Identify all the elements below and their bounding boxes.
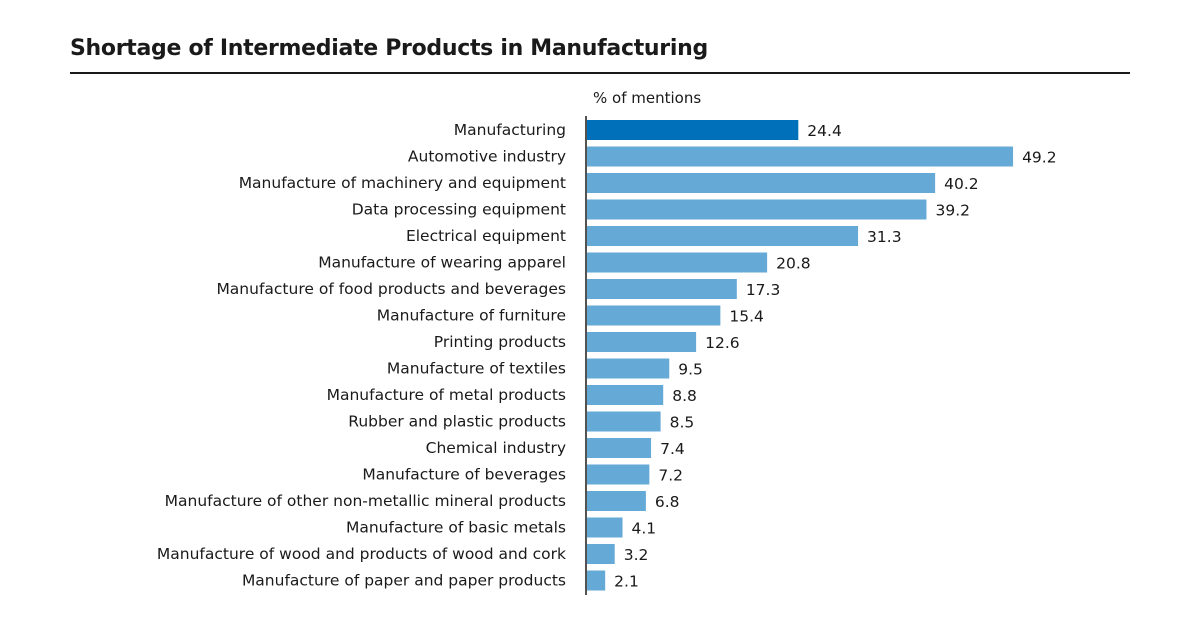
value-label: 3.2: [624, 546, 649, 564]
category-label: Automotive industry: [408, 148, 566, 166]
category-label: Manufacture of other non-metallic minera…: [165, 492, 566, 510]
value-label: 39.2: [935, 202, 970, 220]
value-label: 2.1: [614, 573, 639, 591]
value-label: 20.8: [776, 255, 811, 273]
bar: [587, 517, 623, 538]
category-label: Manufacture of textiles: [387, 360, 566, 378]
bar: [587, 411, 661, 432]
title-rule: [70, 72, 1130, 74]
bar: [587, 173, 936, 193]
value-label: 15.4: [729, 308, 764, 326]
category-label: Manufacture of beverages: [362, 466, 566, 484]
value-label: 31.3: [867, 228, 902, 246]
value-label: 7.4: [660, 440, 685, 458]
bar: [587, 146, 1014, 167]
chart-title: Shortage of Intermediate Products in Man…: [70, 36, 708, 61]
category-label: Manufacture of furniture: [377, 307, 566, 325]
bar: [587, 252, 768, 273]
value-label: 8.8: [672, 387, 697, 405]
bar: [587, 279, 737, 299]
category-label: Manufacture of metal products: [327, 386, 566, 404]
bar: [587, 464, 650, 485]
bar: [587, 544, 615, 564]
value-label: 49.2: [1022, 149, 1057, 167]
category-label: Electrical equipment: [406, 227, 566, 245]
bar: [587, 199, 927, 220]
category-label: Manufacturing: [454, 121, 566, 139]
bar: [587, 332, 697, 352]
bar: [587, 570, 606, 591]
value-label: 40.2: [944, 175, 979, 193]
bar: [587, 226, 859, 246]
value-label: 17.3: [746, 281, 781, 299]
category-label: Manufacture of wood and products of wood…: [157, 545, 566, 563]
bar: [587, 385, 664, 405]
bar: [587, 358, 670, 379]
value-label: 9.5: [678, 361, 703, 379]
category-label: Manufacture of wearing apparel: [318, 254, 566, 272]
value-label: 24.4: [807, 122, 842, 140]
bar: [587, 120, 799, 140]
category-label: Chemical industry: [426, 439, 566, 457]
bar: [587, 491, 646, 511]
value-label: 8.5: [670, 414, 695, 432]
category-label: Data processing equipment: [352, 201, 566, 219]
bar: [587, 305, 721, 326]
bar: [587, 438, 652, 458]
category-label: Manufacture of food products and beverag…: [216, 280, 566, 298]
unit-label: % of mentions: [593, 89, 702, 107]
category-label: Manufacture of machinery and equipment: [239, 174, 566, 192]
value-label: 6.8: [655, 493, 680, 511]
value-label: 7.2: [658, 467, 683, 485]
value-label: 4.1: [632, 520, 657, 538]
category-label: Printing products: [434, 333, 566, 351]
category-label: Rubber and plastic products: [348, 413, 566, 431]
category-label: Manufacture of paper and paper products: [242, 572, 566, 590]
value-label: 12.6: [705, 334, 740, 352]
category-label: Manufacture of basic metals: [346, 519, 566, 537]
